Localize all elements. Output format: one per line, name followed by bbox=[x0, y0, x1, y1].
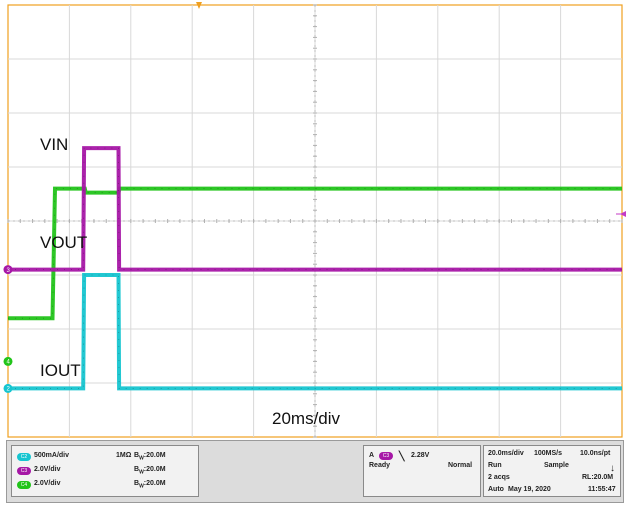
channel-c2-bandwidth: BW:20.0M bbox=[134, 452, 166, 462]
acq-mode: Sample bbox=[544, 462, 569, 469]
down-arrow-icon: ↓ bbox=[610, 463, 615, 474]
trigger-mode: Normal bbox=[448, 462, 473, 469]
trigger-channel-chip[interactable]: C3 bbox=[379, 452, 393, 460]
bw-sub: W bbox=[139, 455, 144, 462]
acq-count: 2 acqs bbox=[488, 474, 510, 481]
resolution: 10.0ns/pt bbox=[580, 450, 611, 457]
trace-noise-iout bbox=[8, 274, 622, 389]
trigger-position-icon bbox=[196, 2, 202, 9]
trigger-settings-box: A C3 ╲ 2.28V Ready Normal bbox=[363, 445, 481, 497]
record-length: RL:20.0M bbox=[582, 474, 614, 481]
bw-prefix: B bbox=[134, 480, 140, 487]
annotation-vin: VIN bbox=[40, 135, 68, 154]
channel-settings-box: C2 500mA/div 1MΩ BW:20.0M C3 2.0V/div BW… bbox=[11, 445, 199, 497]
annotation-vout: VOUT bbox=[40, 233, 87, 252]
x-axis-label-timebase: 20ms/div bbox=[272, 409, 341, 428]
ground-marker-c2 bbox=[3, 383, 13, 393]
channel-c3-scale: 2.0V/div bbox=[34, 466, 61, 473]
bw-value: 20.0M bbox=[146, 466, 166, 473]
trace-vout bbox=[8, 146, 622, 272]
channel-chip-c2[interactable]: C2 bbox=[17, 453, 31, 461]
trigger-state: Ready bbox=[369, 462, 391, 469]
ground-marker-c4 bbox=[3, 356, 13, 366]
trigger-source: A bbox=[369, 452, 375, 459]
trigger-slope-icon: ╲ bbox=[399, 451, 405, 461]
trigger-auto: Auto bbox=[488, 486, 504, 493]
bw-prefix: B bbox=[134, 452, 140, 459]
ground-marker-label: 4 bbox=[7, 360, 11, 366]
traces bbox=[8, 146, 622, 391]
bw-value: 20.0M bbox=[146, 452, 166, 459]
acquisition-settings-box: 20.0ms/div 100MS/s 10.0ns/pt Run Sample … bbox=[483, 445, 621, 497]
ground-marker-label: 3 bbox=[7, 268, 11, 274]
trace-iout bbox=[8, 273, 622, 391]
sample-rate: 100MS/s bbox=[534, 450, 563, 457]
channel-markers: 4 3 2 bbox=[3, 265, 13, 393]
channel-c2-scale: 500mA/div bbox=[34, 452, 70, 459]
channel-c2-coupling: 1MΩ bbox=[116, 452, 132, 459]
channel-c4-scale: 2.0V/div bbox=[34, 480, 61, 487]
status-panel: C2 500mA/div 1MΩ BW:20.0M C3 2.0V/div BW… bbox=[6, 440, 624, 503]
channel-c4-bandwidth: BW:20.0M bbox=[134, 480, 166, 490]
annotation-iout: IOUT bbox=[40, 361, 81, 380]
oscilloscope-plot: 4 3 2 VIN VOUT IOUT 20ms/div bbox=[3, 2, 626, 438]
bw-sub: W bbox=[139, 483, 144, 490]
time: 11:55:47 bbox=[588, 486, 616, 493]
run-state: Run bbox=[488, 462, 502, 469]
channel-chip-c4[interactable]: C4 bbox=[17, 481, 31, 489]
timebase: 20.0ms/div bbox=[488, 450, 524, 457]
bw-value: 20.0M bbox=[146, 480, 166, 487]
ground-marker-c3 bbox=[3, 265, 13, 275]
channel-chip-c3[interactable]: C3 bbox=[17, 467, 31, 475]
channel-c3-bandwidth: BW:20.0M bbox=[134, 466, 166, 476]
bw-sub: W bbox=[139, 469, 144, 476]
date: May 19, 2020 bbox=[508, 486, 551, 493]
trigger-level: 2.28V bbox=[411, 452, 430, 459]
ground-marker-label: 2 bbox=[7, 387, 11, 393]
bw-prefix: B bbox=[134, 466, 140, 473]
